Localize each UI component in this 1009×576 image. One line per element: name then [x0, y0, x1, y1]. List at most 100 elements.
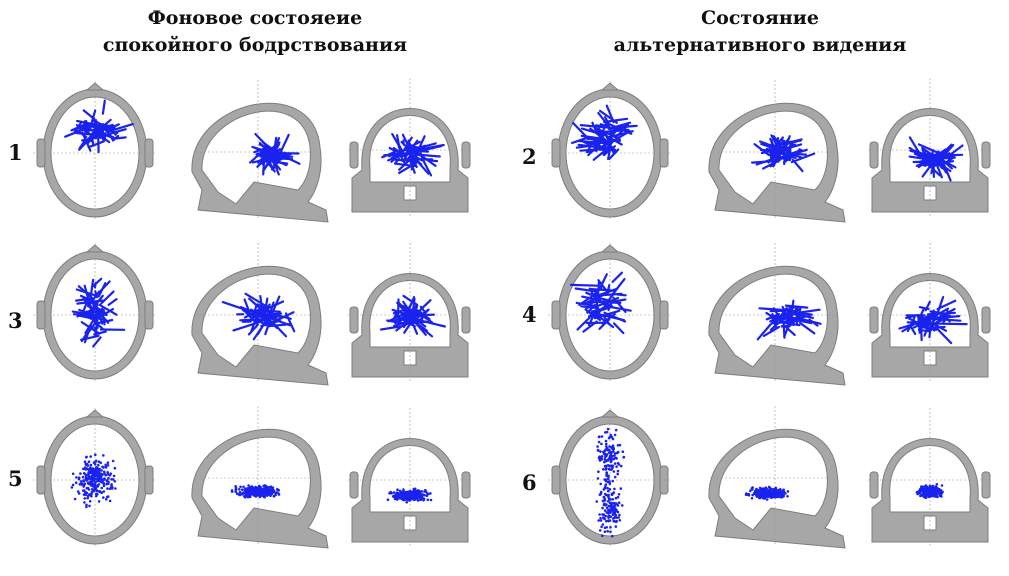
dipole-trajectory [923, 317, 932, 337]
dipole-point [612, 491, 616, 494]
dipole-point [88, 471, 92, 475]
dipole-point [386, 498, 390, 502]
dipole-point [277, 493, 281, 496]
dipole-trajectory [935, 163, 944, 179]
dipole-point [243, 496, 247, 499]
dipole-point [90, 494, 93, 498]
dipole-point [765, 498, 769, 501]
dipole-cloud [898, 296, 968, 345]
spine-shape [403, 515, 417, 531]
dipole-point [102, 482, 106, 486]
dipole-point [611, 498, 614, 501]
dipole-trajectory [772, 150, 782, 168]
dipole-point [616, 510, 620, 514]
dipole-trajectory [90, 134, 95, 147]
dipole-trajectory [598, 318, 611, 330]
title-alternative-vision-state: Состояние альтернативного видения [590, 5, 930, 59]
dipole-trajectory [602, 139, 615, 156]
dipole-point [100, 472, 103, 476]
dipole-cloud [230, 484, 281, 499]
dipole-point [105, 479, 109, 483]
dipole-point [621, 450, 625, 454]
dipole-point [605, 430, 609, 434]
dipole-point [97, 468, 101, 471]
dipole-trajectory [71, 310, 96, 317]
dipole-point [602, 503, 606, 507]
dipole-trajectory [593, 296, 620, 309]
dipole-point [607, 489, 610, 493]
dipole-point [79, 472, 82, 475]
dipole-cloud [64, 99, 134, 154]
dipole-trajectory [268, 152, 279, 164]
dipole-point [234, 488, 238, 492]
dipole-point [608, 445, 611, 448]
dipole-point [935, 483, 939, 486]
dipole-point [922, 495, 926, 499]
dipole-trajectory [87, 140, 106, 149]
dipole-point [94, 453, 97, 457]
dipole-point [764, 486, 768, 490]
dipole-point [750, 497, 754, 500]
dipole-point [251, 491, 255, 494]
dipole-trajectory [394, 162, 418, 168]
dipole-point [761, 494, 764, 498]
dipole-point [610, 506, 613, 509]
dipole-trajectory [592, 150, 606, 161]
dipole-trajectory [798, 321, 816, 335]
dipole-point [259, 494, 262, 497]
dipole-trajectory [781, 305, 792, 324]
dipole-trajectory [419, 143, 445, 151]
dipole-trajectory [758, 140, 781, 150]
head-panel-coronal-right-row3 [868, 408, 992, 548]
dipole-point [604, 455, 607, 459]
dipole-point [108, 474, 112, 477]
dipole-point [88, 500, 92, 503]
dipole-trajectory [945, 157, 952, 164]
dipole-trajectory [773, 314, 786, 321]
dipole-point [81, 475, 85, 479]
dipole-trajectory [75, 288, 99, 297]
dipole-point [113, 466, 117, 470]
dipole-trajectory [907, 317, 925, 327]
dipole-point [611, 450, 615, 453]
dipole-point [614, 496, 618, 500]
dipole-point [95, 492, 98, 496]
dipole-point [616, 503, 619, 507]
dipole-point [607, 496, 610, 499]
dipole-point [608, 488, 612, 491]
dipole-trajectory [762, 159, 781, 170]
dipole-point [596, 477, 600, 480]
dipole-trajectory [398, 315, 405, 322]
dipole-point [924, 484, 928, 487]
dipole-point [749, 489, 752, 493]
dipole-point [89, 455, 92, 458]
ear-right-shape [981, 306, 991, 334]
dipole-point [613, 475, 617, 479]
dipole-trajectory [594, 313, 615, 329]
dipole-trajectory [107, 298, 118, 306]
dipole-point [102, 454, 105, 457]
dipole-trajectory [253, 146, 268, 155]
dipole-point [89, 463, 93, 467]
dipole-trajectory [574, 287, 599, 293]
dipole-point [617, 516, 620, 519]
dipole-trajectory [910, 326, 917, 335]
dipole-trajectory [263, 297, 269, 316]
dipole-trajectory [756, 323, 772, 341]
dipole-trajectory [250, 308, 271, 319]
dipole-point [927, 488, 931, 491]
dipole-trajectory [406, 311, 423, 322]
dipole-point [263, 488, 266, 491]
dipole-point [607, 493, 610, 497]
dipole-point [772, 495, 776, 499]
ear-left-shape [349, 471, 359, 499]
dipole-point [919, 494, 922, 498]
dipole-trajectory [587, 311, 597, 318]
dipole-point [272, 494, 276, 498]
dipole-cloud [380, 294, 446, 338]
dipole-point [938, 488, 941, 492]
dipole-point [87, 460, 91, 464]
dipole-point [76, 490, 80, 493]
dipole-point [77, 492, 81, 495]
dipole-point [405, 492, 408, 495]
